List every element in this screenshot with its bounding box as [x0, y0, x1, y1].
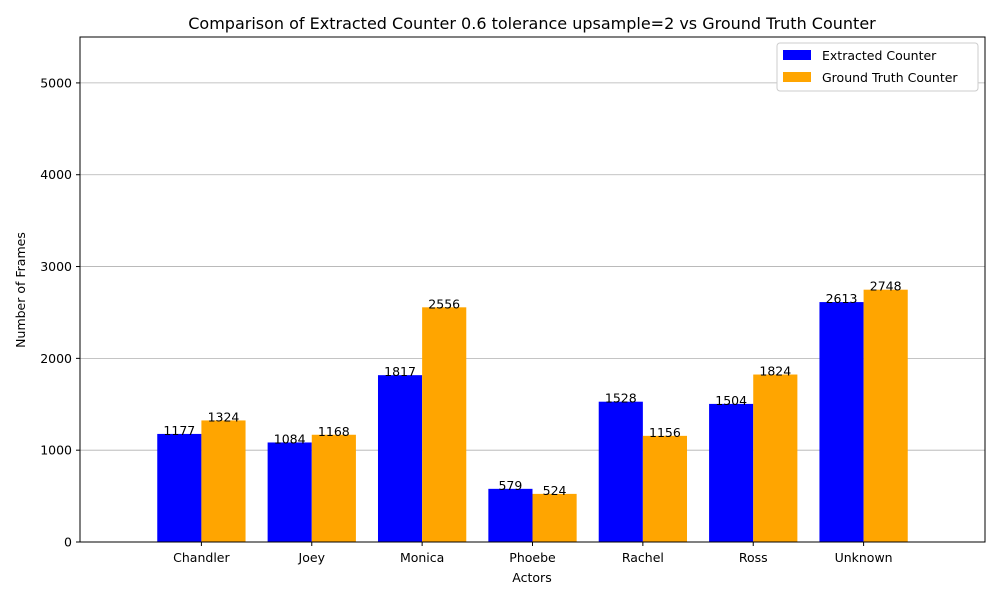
legend-swatch [783, 72, 811, 82]
x-tick-label: Unknown [835, 550, 893, 565]
bars [157, 289, 908, 542]
bar-value-label: 2556 [428, 296, 460, 311]
y-tick-label: 0 [64, 535, 72, 550]
bar-value-label: 2748 [870, 279, 902, 294]
y-axis-ticks: 0 1000 2000 3000 4000 5000 [40, 75, 80, 550]
bar-value-label: 1177 [163, 423, 195, 438]
legend-label: Ground Truth Counter [822, 70, 958, 85]
y-tick-label: 5000 [40, 75, 72, 90]
bar-value-label: 1824 [759, 364, 791, 379]
chart-title: Comparison of Extracted Counter 0.6 tole… [188, 14, 876, 33]
legend-box [776, 42, 979, 92]
bar-value-label: 1156 [649, 425, 681, 440]
bar-ground-truth [201, 420, 246, 542]
bar-value-label: 1168 [318, 424, 350, 439]
y-tick-label: 3000 [40, 259, 72, 274]
x-tick-label: Ross [739, 550, 768, 565]
x-tick-label: Monica [400, 550, 444, 565]
bar-extracted [598, 401, 643, 542]
x-tick-label: Chandler [173, 550, 230, 565]
bar-value-label: 1084 [274, 431, 306, 446]
bar-value-label: 1528 [605, 391, 637, 406]
x-tick-label: Rachel [622, 550, 664, 565]
bar-value-label: 1817 [384, 364, 416, 379]
x-tick-label: Phoebe [509, 550, 556, 565]
bar-extracted [709, 403, 754, 542]
y-tick-label: 4000 [40, 167, 72, 182]
x-axis-title: Actors [512, 570, 551, 585]
bar-value-label: 1504 [715, 393, 747, 408]
data-labels: 1177 1324 1084 1168 1817 2556 579 524 1528 1156 15… [163, 279, 901, 498]
bar-extracted [377, 375, 423, 542]
bar-value-label: 1324 [208, 409, 240, 424]
bar-ground-truth [863, 289, 908, 542]
legend-label: Extracted Counter [822, 48, 937, 63]
x-tick-label: Joey [298, 550, 326, 565]
bar-extracted [267, 442, 312, 542]
bar-ground-truth [532, 493, 577, 542]
bar-extracted [157, 433, 202, 542]
bar-ground-truth [311, 434, 356, 542]
y-tick-label: 1000 [40, 443, 72, 458]
x-axis-ticks: Chandler Joey Monica Phoebe Rachel Ross Unknow… [173, 542, 893, 565]
bar-value-label: 2613 [826, 291, 858, 306]
legend-swatch [783, 50, 811, 60]
bar-extracted [488, 488, 533, 542]
bar-extracted [819, 302, 864, 542]
bar-value-label: 579 [498, 478, 522, 493]
y-axis-title: Number of Frames [13, 232, 28, 348]
legend: Extracted Counter Ground Truth Counter [776, 42, 979, 92]
bar-ground-truth [753, 374, 798, 542]
bar-ground-truth [422, 307, 467, 542]
y-tick-label: 2000 [40, 351, 72, 366]
bar-ground-truth [642, 435, 688, 542]
bar-value-label: 524 [543, 483, 567, 498]
